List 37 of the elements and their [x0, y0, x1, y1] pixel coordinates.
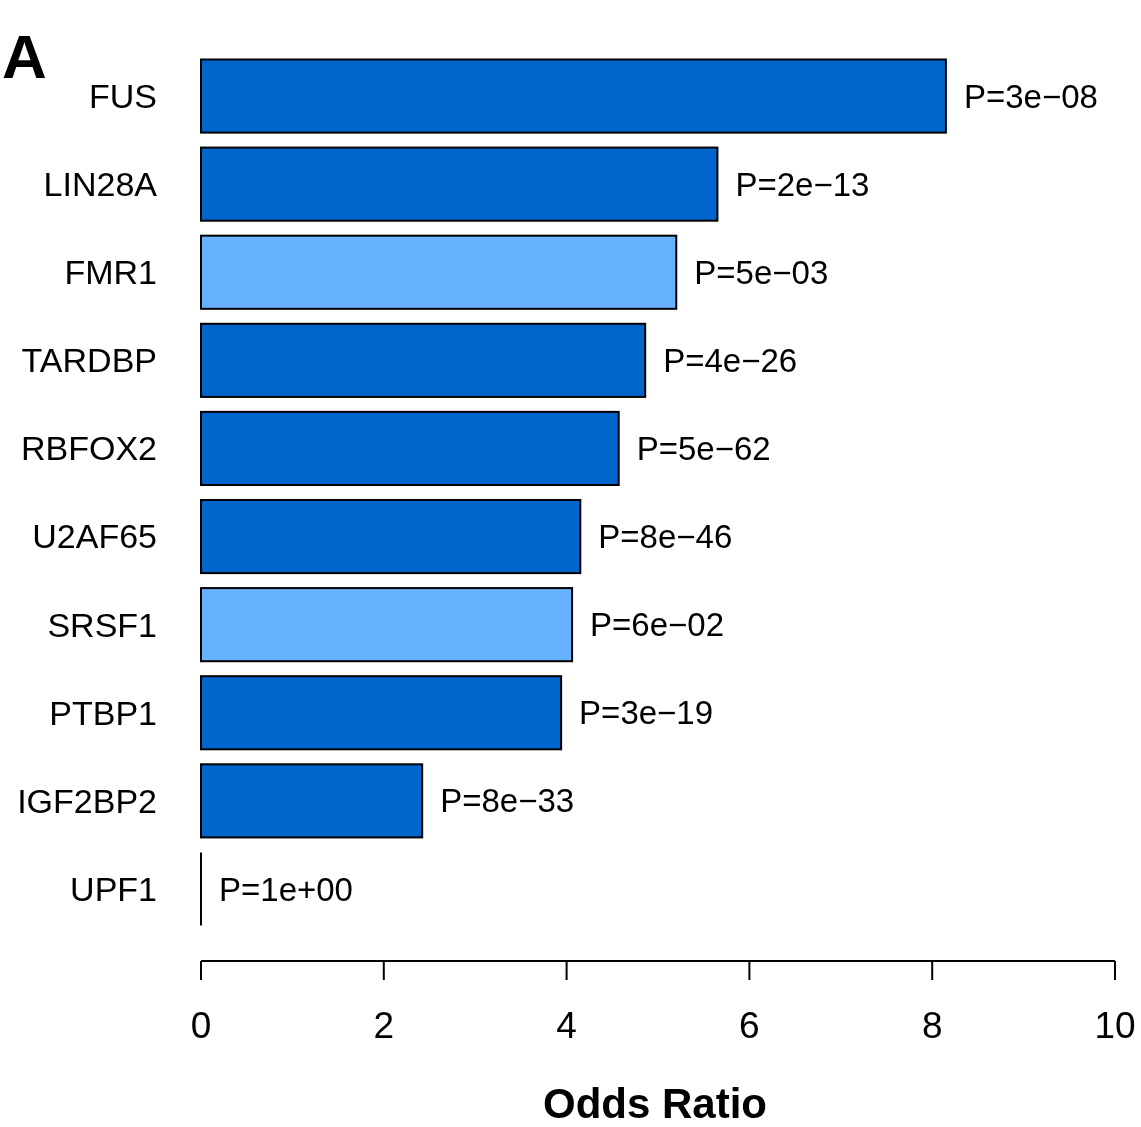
bar — [200, 58, 947, 134]
x-tick-label: 8 — [921, 1005, 943, 1046]
bar — [200, 234, 678, 310]
y-tick-label: UPF1 — [70, 869, 157, 908]
y-tick-label: SRSF1 — [47, 605, 157, 644]
y-tick-label: IGF2BP2 — [17, 781, 157, 820]
data-label: P=5e−62 — [636, 430, 771, 467]
chart-title: A — [2, 22, 47, 91]
data-label: P=5e−03 — [694, 253, 829, 291]
bar — [200, 763, 424, 839]
x-tick-label: 0 — [190, 1005, 212, 1046]
bar — [200, 498, 582, 575]
bar — [200, 146, 719, 222]
y-tick-label: FMR1 — [64, 253, 157, 292]
data-label: P=1e+00 — [219, 870, 353, 908]
data-label: P=3e−19 — [579, 694, 714, 732]
bar — [200, 410, 620, 487]
x-tick-label: 6 — [739, 1005, 760, 1046]
x-tick-label: 10 — [1094, 1005, 1136, 1046]
x-axis-title: Odds Ratio — [542, 1080, 768, 1127]
data-label: P=8e−33 — [440, 782, 575, 820]
data-label: P=6e−02 — [590, 606, 725, 644]
x-tick-label: 2 — [373, 1005, 395, 1046]
y-tick-label: FUS — [89, 76, 157, 115]
y-tick-label: TARDBP — [21, 341, 157, 380]
y-tick-label: U2AF65 — [32, 517, 157, 556]
bar — [200, 322, 647, 398]
data-label: P=8e−46 — [598, 518, 733, 556]
bar — [200, 587, 574, 663]
data-label: P=2e−13 — [735, 165, 870, 203]
bar — [200, 675, 563, 751]
y-tick-label: LIN28A — [43, 165, 158, 204]
y-tick-label: PTBP1 — [49, 693, 157, 732]
x-tick-label: 4 — [556, 1005, 577, 1046]
data-label: P=3e−08 — [963, 77, 1098, 115]
data-label: P=4e−26 — [663, 341, 798, 379]
y-tick-label: RBFOX2 — [20, 429, 157, 468]
